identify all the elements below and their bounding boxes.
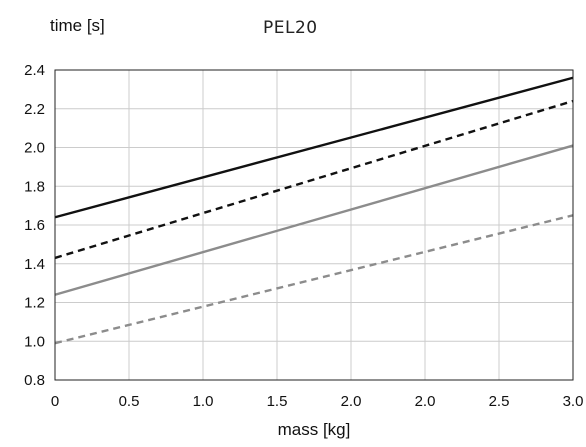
x-axis-label: mass [kg]	[278, 420, 351, 439]
y-tick-label: 1.0	[24, 333, 45, 350]
x-tick-label: 1.5	[267, 393, 288, 410]
series-lines	[54, 76, 574, 345]
x-tick-label: 2.0	[415, 393, 436, 410]
plot-frame	[54, 69, 574, 381]
y-tick-labels: 0.8 1.0 1.2 1.4 1.6 1.8 2.0 2.2 2.4	[24, 62, 45, 389]
y-tick-label: 2.2	[24, 101, 45, 118]
y-tick-label: 2.4	[24, 62, 45, 79]
y-tick-label: 1.8	[24, 178, 45, 195]
x-tick-label: 3.0	[563, 393, 584, 410]
y-axis-label: time [s]	[50, 16, 105, 35]
y-tick-label: 0.8	[24, 372, 45, 389]
series-line-2	[54, 99, 574, 260]
series-line-1	[54, 76, 574, 219]
x-tick-label: 1.0	[193, 393, 214, 410]
x-tick-label: 2.5	[489, 393, 510, 410]
y-tick-label: 1.4	[24, 256, 45, 273]
x-tick-label: 0	[51, 393, 59, 410]
x-tick-label: 2.0	[341, 393, 362, 410]
y-tick-label: 2.0	[24, 140, 45, 157]
series-line-3	[54, 144, 574, 296]
grid-lines	[55, 70, 573, 380]
x-tick-labels: 0 0.5 1.0 1.5 2.0 2.0 2.5 3.0	[51, 393, 584, 410]
y-tick-label: 1.6	[24, 217, 45, 234]
chart-title: PEL20	[263, 18, 318, 38]
y-tick-label: 1.2	[24, 295, 45, 312]
x-tick-label: 0.5	[119, 393, 140, 410]
series-line-4	[54, 214, 574, 345]
